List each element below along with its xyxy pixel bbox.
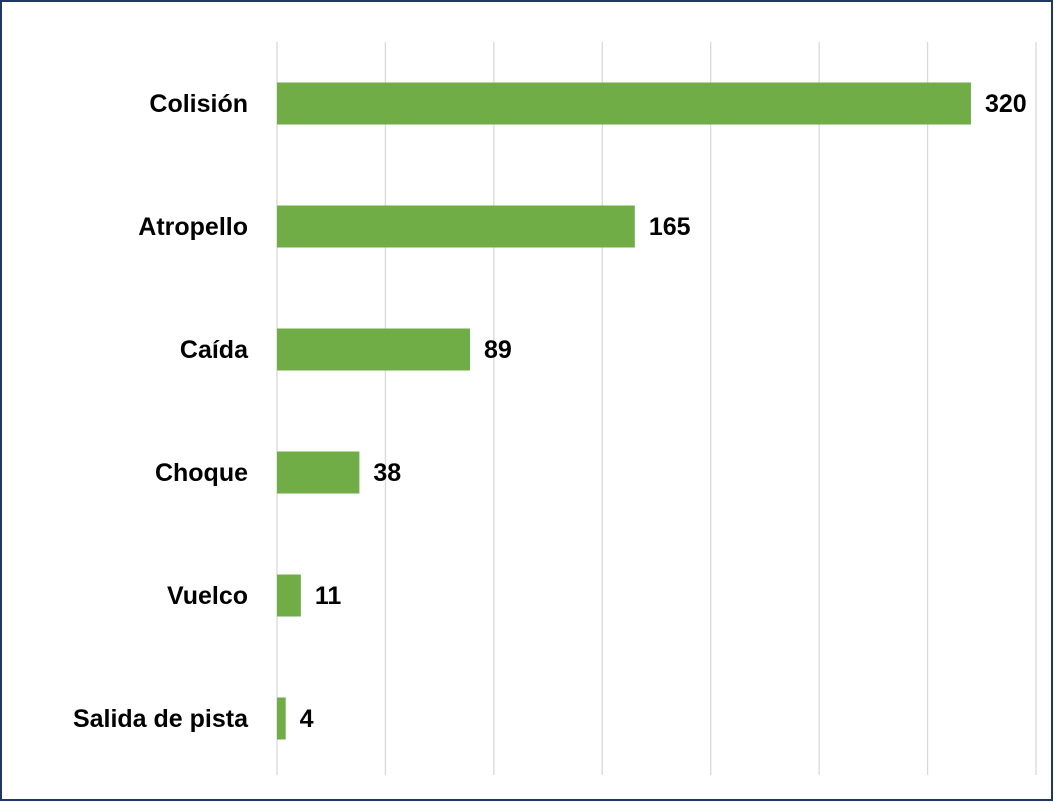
y-tick-label: Choque bbox=[155, 459, 248, 487]
bar bbox=[277, 451, 360, 494]
bar bbox=[277, 574, 301, 617]
value-label: 165 bbox=[649, 213, 691, 241]
value-label: 4 bbox=[300, 705, 314, 733]
bar bbox=[277, 82, 971, 125]
bar bbox=[277, 205, 635, 248]
value-label: 38 bbox=[373, 459, 401, 487]
y-tick-label: Atropello bbox=[138, 213, 248, 241]
bar bbox=[277, 328, 471, 371]
bar bbox=[277, 697, 286, 740]
y-tick-label: Vuelco bbox=[167, 582, 248, 610]
value-label: 320 bbox=[985, 90, 1027, 118]
y-tick-label: Caída bbox=[180, 336, 249, 364]
y-tick-label: Salida de pista bbox=[73, 705, 249, 733]
value-label: 11 bbox=[315, 582, 342, 610]
y-tick-label: Colisión bbox=[149, 90, 248, 118]
value-label: 89 bbox=[484, 336, 512, 364]
